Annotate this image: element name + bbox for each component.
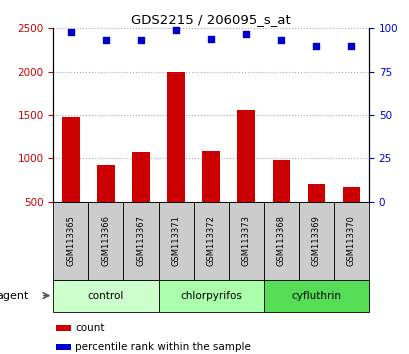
Text: GSM113368: GSM113368 bbox=[276, 215, 285, 266]
Bar bbox=[53, 202, 88, 280]
Bar bbox=[97, 165, 115, 202]
Bar bbox=[158, 202, 193, 280]
Bar bbox=[272, 160, 289, 202]
Bar bbox=[88, 202, 123, 280]
Bar bbox=[228, 202, 263, 280]
Title: GDS2215 / 206095_s_at: GDS2215 / 206095_s_at bbox=[131, 13, 290, 26]
Bar bbox=[263, 280, 368, 312]
Point bbox=[347, 43, 354, 48]
Bar bbox=[56, 344, 70, 350]
Bar bbox=[56, 325, 70, 331]
Bar bbox=[298, 202, 333, 280]
Text: GSM113366: GSM113366 bbox=[101, 215, 110, 266]
Bar bbox=[307, 184, 324, 202]
Bar bbox=[123, 202, 158, 280]
Point bbox=[67, 29, 74, 35]
Point bbox=[243, 31, 249, 36]
Bar bbox=[167, 72, 184, 202]
Bar bbox=[263, 202, 298, 280]
Text: GSM113373: GSM113373 bbox=[241, 215, 250, 266]
Bar bbox=[342, 187, 360, 202]
Point bbox=[277, 38, 284, 43]
Point bbox=[137, 38, 144, 43]
Bar bbox=[53, 280, 158, 312]
Text: GSM113371: GSM113371 bbox=[171, 215, 180, 266]
Text: cyfluthrin: cyfluthrin bbox=[291, 291, 341, 301]
Text: percentile rank within the sample: percentile rank within the sample bbox=[75, 342, 251, 352]
Text: GSM113369: GSM113369 bbox=[311, 215, 320, 266]
Bar bbox=[193, 202, 228, 280]
Bar bbox=[62, 117, 79, 202]
Text: control: control bbox=[88, 291, 124, 301]
Point bbox=[102, 38, 109, 43]
Text: chlorpyrifos: chlorpyrifos bbox=[180, 291, 241, 301]
Point bbox=[207, 36, 214, 41]
Bar bbox=[333, 202, 368, 280]
Point bbox=[172, 27, 179, 33]
Bar bbox=[237, 110, 254, 202]
Bar bbox=[132, 152, 149, 202]
Text: GSM113365: GSM113365 bbox=[66, 215, 75, 266]
Text: GSM113370: GSM113370 bbox=[346, 215, 355, 266]
Bar bbox=[202, 150, 219, 202]
Text: GSM113372: GSM113372 bbox=[206, 215, 215, 266]
Bar bbox=[158, 280, 263, 312]
Text: GSM113367: GSM113367 bbox=[136, 215, 145, 266]
Text: count: count bbox=[75, 323, 105, 333]
Point bbox=[312, 43, 319, 48]
Text: agent: agent bbox=[0, 291, 29, 301]
